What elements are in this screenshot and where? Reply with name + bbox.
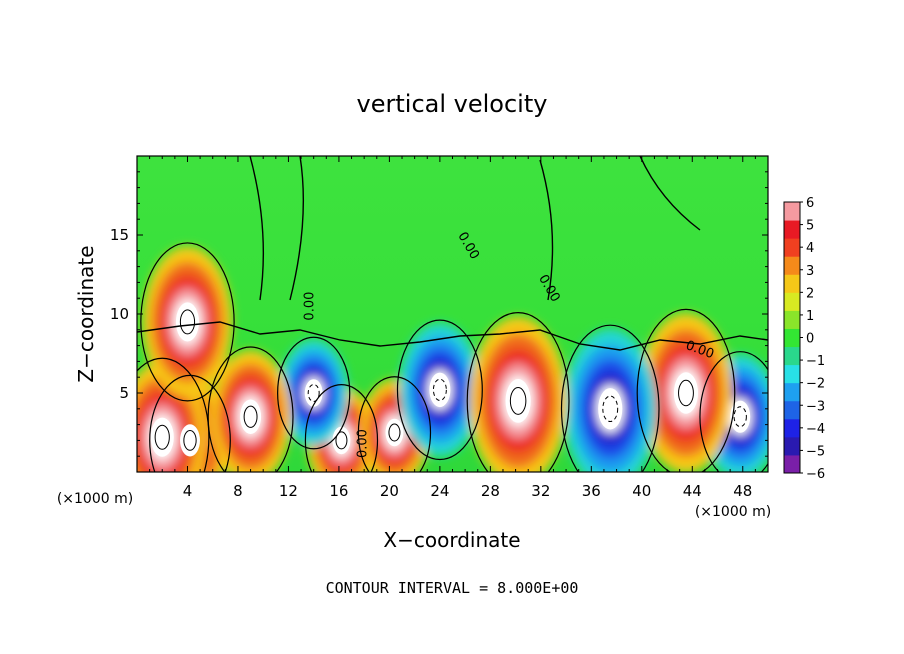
core-fill [150, 417, 174, 457]
core-contour [678, 379, 694, 407]
zero-contour [277, 336, 351, 450]
zero-contour [357, 376, 432, 472]
y-axis-label: Z−coordinate [74, 245, 98, 382]
core-fill [673, 372, 699, 414]
zero-contour-streak [249, 156, 701, 301]
x-tick-label: 44 [683, 482, 702, 500]
colorbar-label: −1 [806, 354, 825, 369]
colorbar-label: −3 [806, 399, 825, 414]
core-contour [183, 429, 197, 451]
colorbar-swatch [784, 292, 800, 311]
zero-contour [636, 308, 736, 472]
contour-cores [150, 302, 751, 457]
y-tick-label: 5 [119, 384, 129, 402]
x-tick-label: 20 [380, 482, 399, 500]
core-contour [307, 384, 320, 402]
colorbar-swatch [784, 400, 800, 420]
zero-contour [304, 384, 379, 472]
core-contour [335, 431, 348, 450]
colorbar-label: 5 [806, 219, 814, 234]
plot-area [137, 156, 768, 472]
y-tick-label: 15 [110, 226, 129, 244]
core-fill [385, 418, 404, 447]
y-ticks: 5 10 15 [110, 171, 768, 457]
core-contour [243, 405, 258, 428]
core-fill [730, 400, 751, 433]
chart-title: vertical velocity [357, 90, 548, 118]
colorbar-swatch [784, 346, 800, 366]
zero-contour [560, 324, 660, 472]
x-ticks: 4 8 12 16 20 24 28 32 36 40 44 48 [149, 156, 756, 500]
zero-contour [140, 242, 235, 402]
x-unit-right: (×1000 m) [695, 504, 771, 520]
colorbar-label: 6 [806, 196, 814, 211]
colorbar-swatch [784, 436, 800, 456]
colorbar-swatch [784, 220, 800, 239]
colorbar-swatch [784, 238, 800, 257]
zero-contour [466, 312, 570, 472]
x-tick-label: 40 [632, 482, 651, 500]
colorbar-swatch [784, 382, 800, 402]
core-contour [733, 406, 747, 428]
colorbar-swatch [784, 454, 800, 474]
x-tick-label: 16 [329, 482, 348, 500]
core-fill [304, 379, 323, 407]
x-tick-label: 36 [582, 482, 601, 500]
contour-interval: CONTOUR INTERVAL = 8.000E+00 [326, 579, 579, 597]
contour-label: 0.00 [356, 429, 371, 458]
colorbar-swatch [784, 328, 800, 348]
zero-contour-upper [137, 321, 768, 351]
core-contour [388, 423, 401, 442]
core-fill [505, 379, 531, 423]
colorbar-swatch [784, 310, 800, 329]
colorbar-label: −2 [806, 377, 825, 392]
colorbar-swatch [784, 202, 800, 221]
core-contour [154, 424, 170, 450]
colorbar-swatch [784, 364, 800, 384]
core-fill [598, 388, 623, 430]
x-tick-label: 12 [279, 482, 298, 500]
colorbar-label: 0 [806, 332, 814, 347]
colorbar-label: −6 [806, 467, 825, 482]
zero-contour [396, 319, 483, 461]
core-contour [432, 378, 447, 401]
core-fill [175, 302, 200, 342]
x-tick-label: 28 [481, 482, 500, 500]
x-tick-label: 4 [183, 482, 193, 500]
core-fill [180, 424, 200, 457]
core-contour [179, 309, 196, 335]
core-fill [240, 399, 262, 434]
x-tick-label: 24 [430, 482, 449, 500]
x-tick-label: 8 [233, 482, 243, 500]
y-tick-label: 10 [110, 305, 129, 323]
zero-contours [137, 156, 768, 472]
colorbar-label: 1 [806, 309, 814, 324]
core-fill [429, 372, 451, 408]
zero-contour [149, 374, 231, 472]
colorbar-label: −4 [806, 422, 825, 437]
zero-contour [207, 346, 294, 472]
colorbar-label: 4 [806, 241, 814, 256]
contour-label: 0.00 [303, 292, 318, 321]
colorbar-swatch [784, 274, 800, 293]
colorbar-label: 2 [806, 286, 814, 301]
x-unit-left: (×1000 m) [57, 491, 133, 507]
colorbar: 6 5 4 3 2 1 0 −1 −2 −3 −4 −5 −6 [783, 196, 825, 482]
zero-contour [699, 351, 768, 472]
x-tick-label: 32 [531, 482, 550, 500]
colorbar-swatch [784, 418, 800, 438]
zero-contour [137, 357, 210, 472]
core-contour [602, 395, 619, 423]
x-axis-label: X−coordinate [383, 528, 520, 552]
colorbar-swatch [784, 256, 800, 275]
core-contour [509, 386, 527, 415]
core-fill [332, 426, 351, 455]
x-tick-label: 48 [733, 482, 752, 500]
colorbar-label: 3 [806, 264, 814, 279]
colorbar-label: −5 [806, 444, 825, 459]
